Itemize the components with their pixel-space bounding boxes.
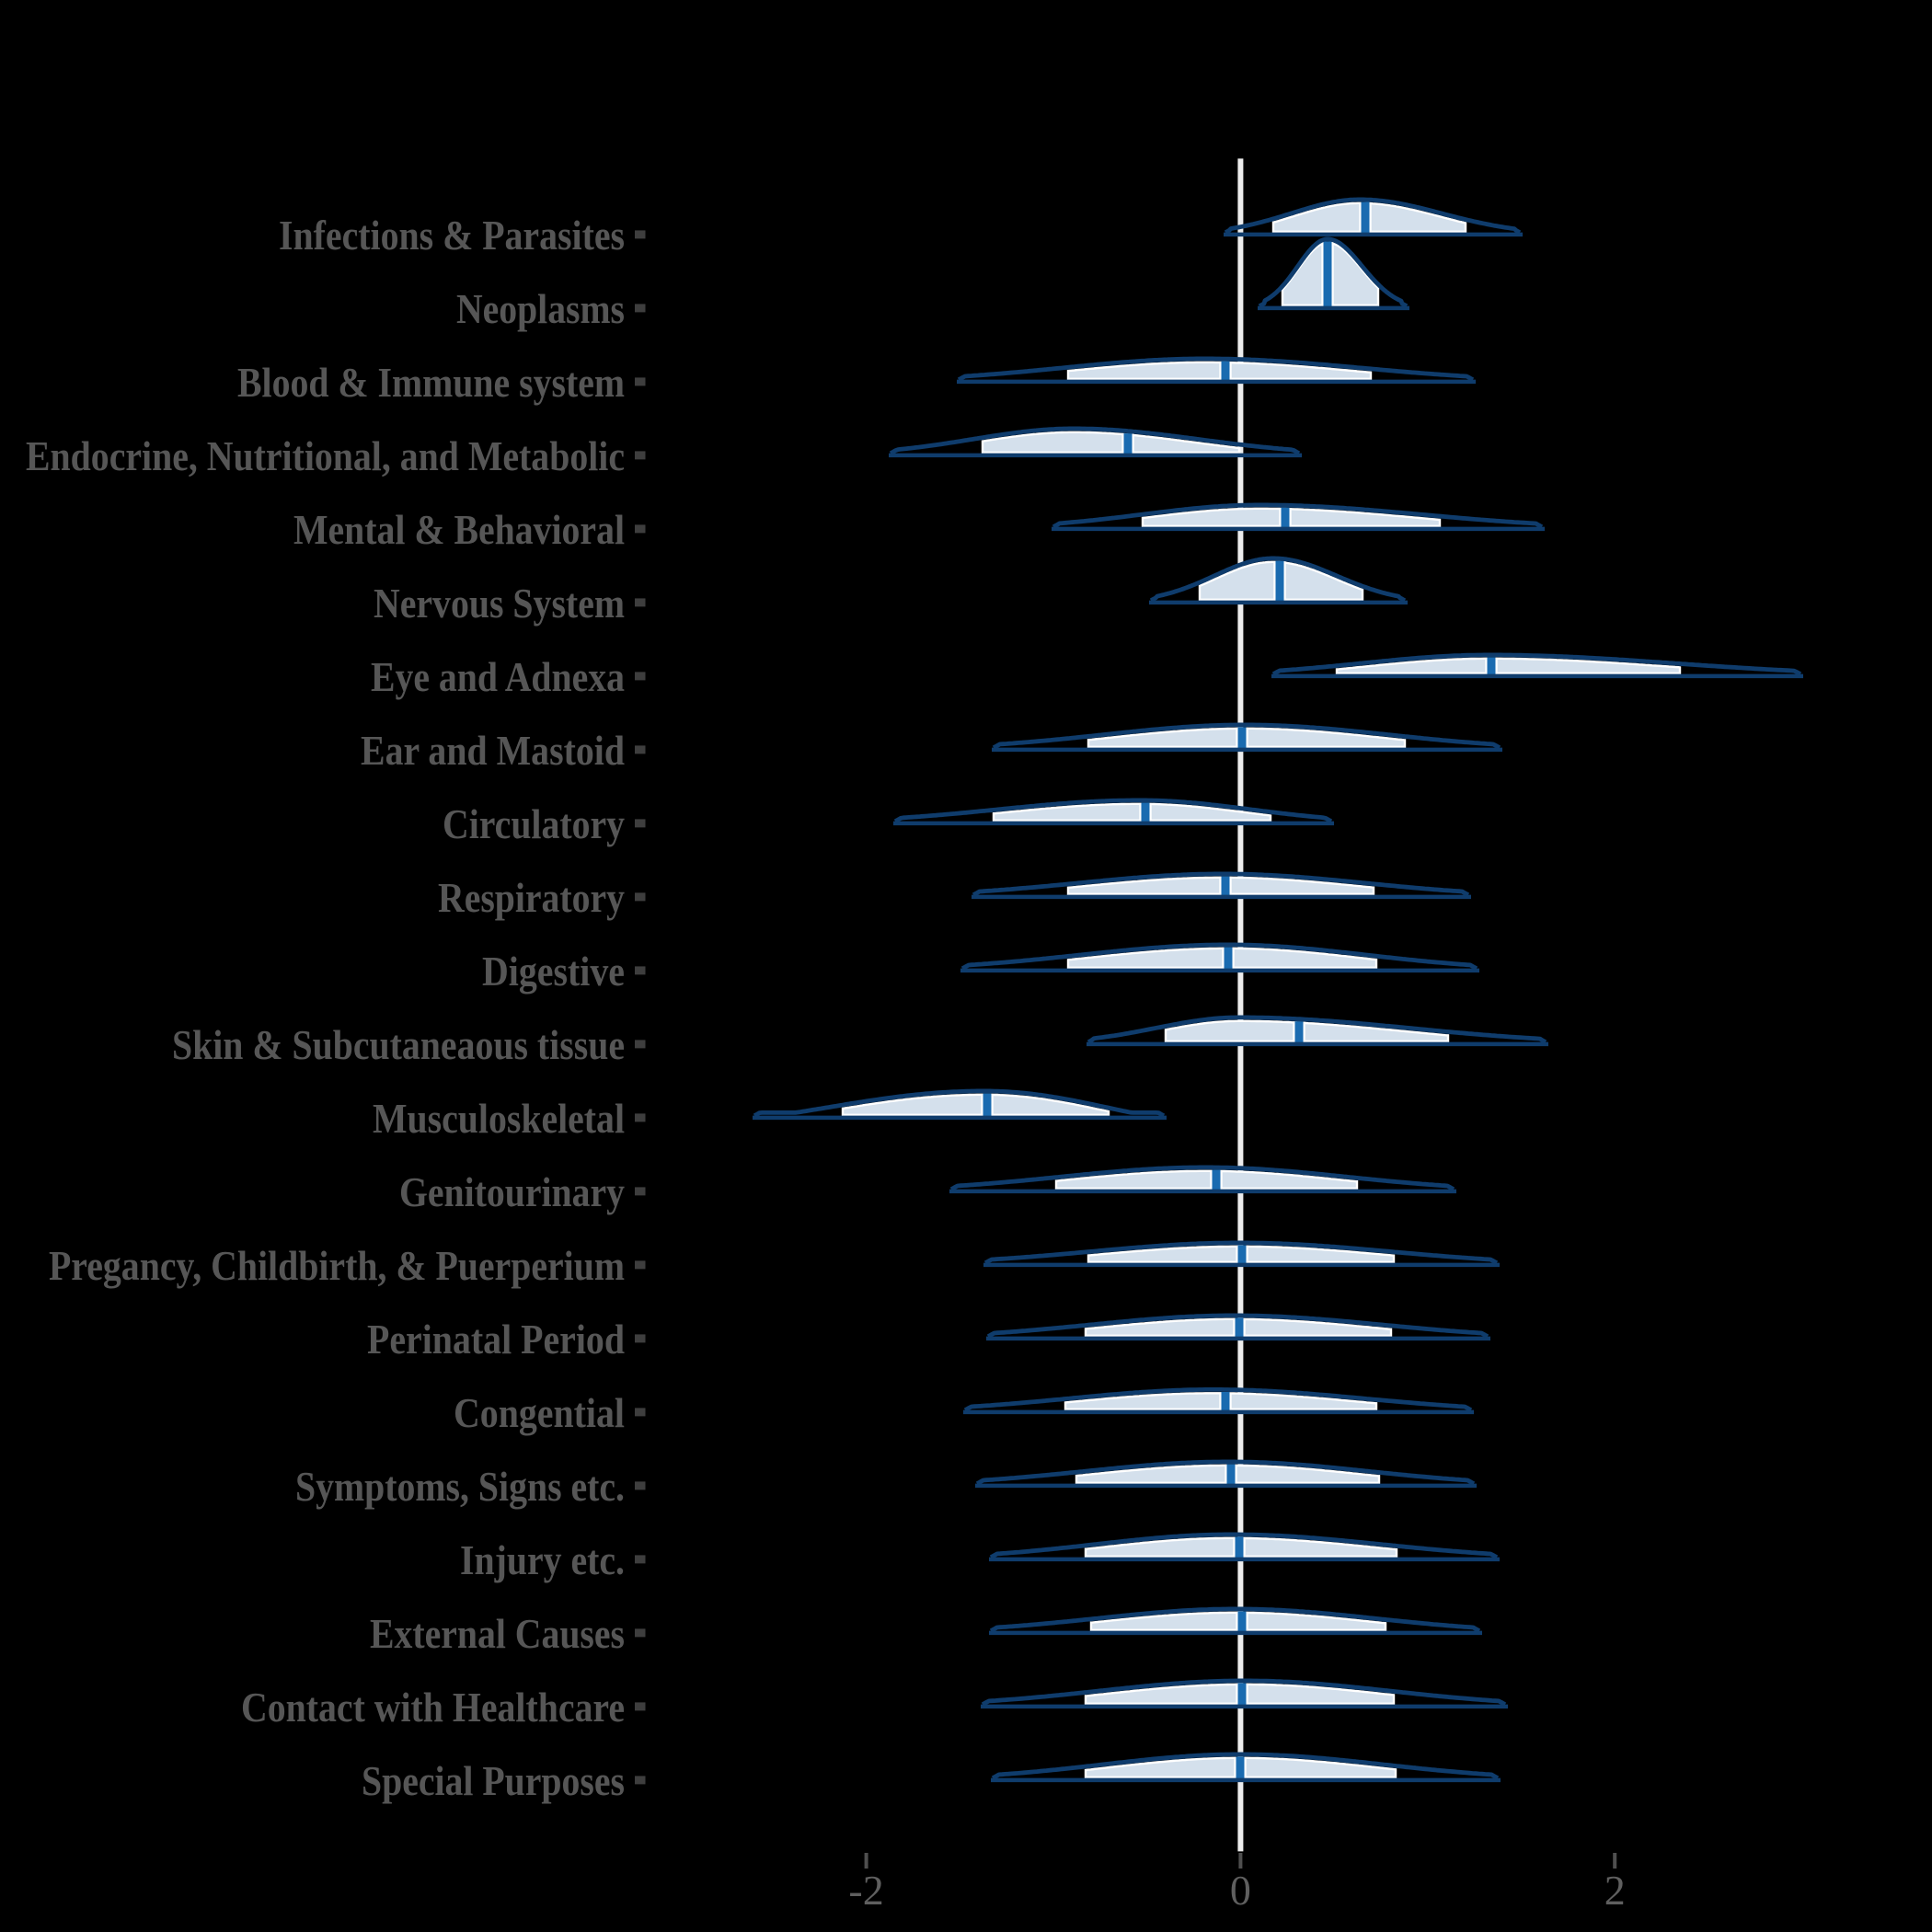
- svg-text:Perinatal Period: Perinatal Period: [367, 1316, 625, 1363]
- svg-text:Pregancy, Childbirth, & Puerpe: Pregancy, Childbirth, & Puerperium: [49, 1242, 625, 1289]
- svg-text:Digestive: Digestive: [482, 948, 625, 995]
- svg-text:2: 2: [1604, 1867, 1626, 1914]
- svg-text:Eye and Adnexa: Eye and Adnexa: [371, 653, 625, 700]
- svg-text:Neoplasms: Neoplasms: [456, 285, 625, 332]
- svg-text:Endocrine, Nutritional, and Me: Endocrine, Nutritional, and Metabolic: [26, 432, 625, 479]
- svg-text:Contact with Healthcare: Contact with Healthcare: [241, 1684, 625, 1731]
- svg-text:Circulatory: Circulatory: [443, 800, 625, 847]
- svg-text:Special Purposes: Special Purposes: [362, 1757, 625, 1804]
- svg-text:Ear and Mastoid: Ear and Mastoid: [361, 727, 625, 774]
- svg-text:Mental & Behavioral: Mental & Behavioral: [293, 506, 625, 553]
- svg-text:Nervous System: Nervous System: [374, 580, 625, 627]
- svg-text:Musculoskeletal: Musculoskeletal: [373, 1095, 625, 1142]
- svg-text:Congential: Congential: [454, 1389, 625, 1436]
- svg-text:Injury etc.: Injury etc.: [460, 1536, 625, 1583]
- svg-text:Skin & Subcutaneaous tissue: Skin & Subcutaneaous tissue: [172, 1021, 625, 1068]
- svg-text:Genitourinary: Genitourinary: [399, 1168, 625, 1215]
- svg-text:Infections & Parasites: Infections & Parasites: [279, 212, 625, 259]
- svg-text:Respiratory: Respiratory: [438, 874, 625, 921]
- svg-text:-2: -2: [848, 1867, 883, 1914]
- svg-text:Symptoms, Signs etc.: Symptoms, Signs etc.: [295, 1463, 625, 1510]
- svg-text:External Causes: External Causes: [370, 1610, 625, 1657]
- svg-text:0: 0: [1230, 1867, 1251, 1914]
- svg-text:Blood & Immune system: Blood & Immune system: [237, 359, 625, 406]
